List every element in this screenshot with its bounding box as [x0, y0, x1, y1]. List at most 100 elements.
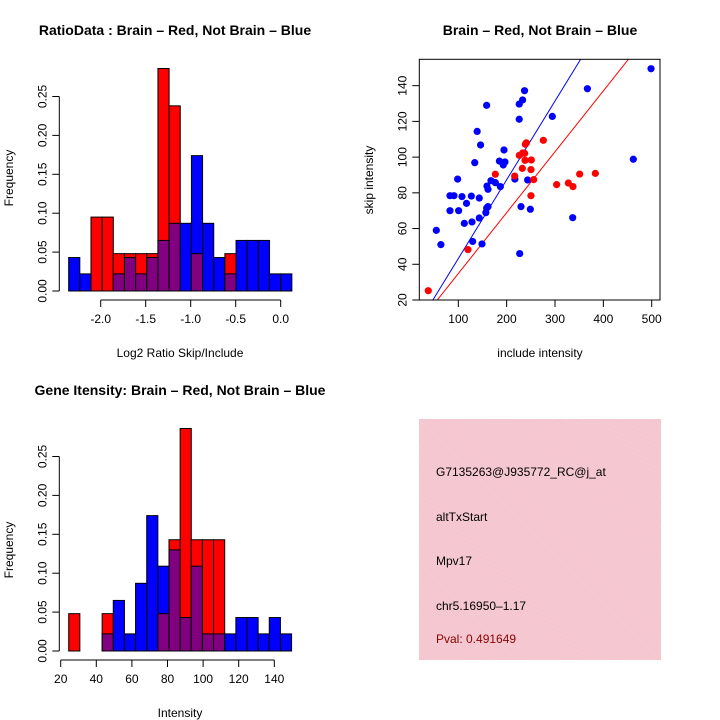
scatter-point-not-brain: [526, 205, 534, 213]
scatter-point-not-brain: [460, 219, 468, 227]
x-tick-label: 500: [642, 312, 662, 326]
scatter-point-not-brain: [450, 192, 458, 200]
y-tick-label: 0.00: [35, 639, 49, 663]
histogram-bar-not-brain: [213, 257, 226, 292]
x-tick-label: -0.5: [225, 312, 246, 326]
y-tick-label: 0.25: [35, 84, 49, 108]
scatter-point-brain: [527, 192, 535, 200]
scatter-point-brain: [491, 170, 499, 178]
scatter-point-not-brain: [467, 192, 475, 200]
x-tick-label: 400: [593, 312, 613, 326]
scatter-point-not-brain: [515, 115, 523, 123]
scatter-ylabel: skip intensity: [362, 146, 376, 215]
histogram-bar-brain: [101, 216, 114, 292]
scatter-point-not-brain: [476, 141, 485, 149]
ratio-histogram-xlabel: Log2 Ratio Skip/Include: [117, 346, 244, 360]
x-tick-label: 80: [161, 672, 175, 686]
x-tick-label: 120: [229, 672, 249, 686]
scatter-title: Brain – Red, Not Brain – Blue: [443, 22, 638, 38]
event-type: altTxStart: [436, 510, 488, 524]
scatter-point-brain: [521, 149, 529, 157]
scatter-point-not-brain: [455, 207, 463, 215]
scatter-point-not-brain: [462, 199, 471, 207]
scatter-point-not-brain: [520, 87, 529, 95]
histogram-bar-not-brain: [280, 273, 293, 292]
scatter-point-not-brain: [483, 101, 491, 109]
scatter-point-brain: [527, 166, 535, 174]
x-tick-label: -1.0: [180, 312, 201, 326]
x-tick-label: 300: [545, 312, 565, 326]
scatter-point-not-brain: [647, 65, 655, 73]
scatter-point-not-brain: [516, 249, 524, 258]
intensity-histogram-title: Gene Itensity: Brain – Red, Not Brain – …: [35, 382, 326, 398]
scatter-point-not-brain: [524, 176, 532, 184]
histogram-bar-not-brain: [112, 599, 125, 652]
scatter-point-not-brain: [583, 85, 591, 93]
histogram-bar-overlap: [157, 239, 170, 292]
histogram-bar-not-brain: [257, 239, 271, 292]
scatter-point-not-brain: [491, 179, 499, 187]
scatter-point-brain: [522, 139, 530, 147]
y-tick-label: 0.20: [35, 123, 49, 147]
histogram-bar-not-brain: [235, 239, 248, 292]
x-tick-label: 60: [125, 672, 139, 686]
histogram-bar-not-brain: [257, 633, 270, 652]
histogram-bar-not-brain: [269, 273, 282, 292]
scatter-point-not-brain: [569, 214, 577, 222]
y-tick-label: 0.15: [35, 162, 49, 186]
scatter-point-not-brain: [475, 194, 483, 202]
scatter-point-not-brain: [469, 237, 477, 246]
histogram-bar-overlap: [190, 565, 203, 652]
scatter-point-not-brain: [517, 202, 525, 211]
scatter-point-not-brain: [475, 214, 483, 222]
x-tick-label: 0.0: [272, 312, 289, 326]
scatter-point-not-brain: [484, 185, 492, 193]
histogram-bar-not-brain: [146, 515, 159, 652]
histogram-bar-overlap: [101, 633, 114, 652]
histogram-bar-overlap: [201, 633, 215, 652]
scatter-point-not-brain: [471, 159, 479, 167]
scatter-xlabel: include intensity: [497, 346, 582, 360]
scatter-point-brain: [527, 156, 535, 164]
scatter-point-not-brain: [501, 158, 509, 166]
histogram-bar-overlap: [213, 633, 226, 652]
scatter-point-brain: [521, 156, 529, 164]
x-tick-label: -1.5: [135, 312, 156, 326]
scatter-point-not-brain: [496, 182, 504, 191]
y-tick-label: 100: [395, 147, 409, 167]
ratio-histogram: RatioData : Brain – Red, Not Brain – Blu…: [2, 22, 311, 360]
y-tick-label: 0.05: [35, 240, 49, 264]
scatter-point-not-brain: [548, 112, 556, 120]
histogram-bar-overlap: [179, 617, 192, 652]
histogram-bar-not-brain: [235, 617, 248, 652]
scatter-point-not-brain: [446, 207, 454, 215]
probe-id: G7135263@J935772_RC@j_at: [436, 465, 606, 479]
scatter-point-brain: [464, 246, 472, 254]
histogram-bar-overlap: [224, 273, 237, 292]
x-tick-label: 100: [193, 672, 213, 686]
scatter-point-brain: [576, 170, 584, 178]
histogram-bar-overlap: [146, 257, 159, 292]
scatter-point-not-brain: [515, 100, 523, 108]
histogram-bar-overlap: [168, 549, 181, 652]
histogram-bar-not-brain: [79, 273, 92, 292]
x-tick-label: 100: [448, 312, 468, 326]
fit-line-brain: [436, 59, 630, 300]
histogram-bar-overlap: [112, 273, 125, 292]
scatter-point-not-brain: [458, 192, 466, 201]
plot-box: [418, 58, 661, 301]
histogram-bar-not-brain: [68, 257, 81, 292]
genomic-location: chr5.16950–1.17: [436, 599, 527, 613]
scatter-point-not-brain: [432, 226, 440, 234]
intensity-histogram: Gene Itensity: Brain – Red, Not Brain – …: [2, 382, 326, 720]
ratio-histogram-title: RatioData : Brain – Red, Not Brain – Blu…: [39, 22, 311, 38]
scatter-point-not-brain: [473, 127, 481, 136]
scatter-point-brain: [591, 169, 599, 177]
histogram-bar-not-brain: [135, 582, 148, 652]
y-tick-label: 20: [395, 293, 409, 307]
y-tick-label: 80: [395, 186, 409, 200]
histogram-bar-not-brain: [279, 633, 293, 652]
y-tick-label: 120: [395, 111, 409, 131]
scatter-point-not-brain: [478, 240, 486, 248]
